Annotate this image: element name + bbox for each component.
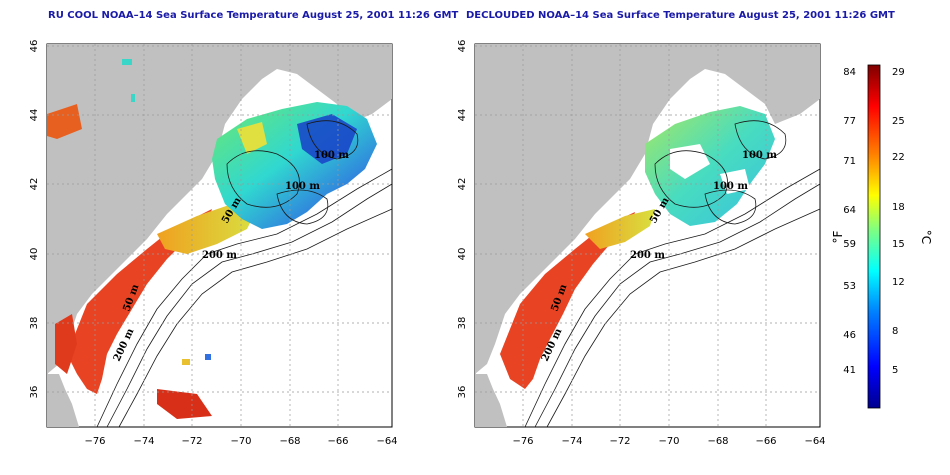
- lon-tick-label: −68: [707, 436, 728, 447]
- fahrenheit-unit-label: °F: [831, 230, 845, 243]
- c-tick-label: 22: [892, 152, 905, 163]
- f-tick-label: 46: [843, 330, 856, 341]
- f-tick-label: 53: [843, 281, 856, 292]
- f-tick-label: 64: [843, 205, 856, 216]
- temperature-colorbar: 84 77 71 64 59 53 46 41 29 25 22 18 15 1…: [831, 64, 933, 409]
- left-bathymetry-contours: [96, 120, 393, 428]
- lat-tick-label: 40: [29, 248, 40, 261]
- lat-tick-label: 38: [29, 317, 40, 330]
- lat-tick-label: 44: [457, 109, 468, 122]
- lat-tick-label: 42: [29, 178, 40, 191]
- right-lat-axis: 46 44 42 40 38 36: [457, 40, 468, 399]
- lat-tick-label: 46: [457, 40, 468, 53]
- f-tick-label: 59: [843, 239, 856, 250]
- left-graticule: [47, 44, 392, 427]
- lon-tick-label: −70: [230, 436, 251, 447]
- lon-tick-label: −72: [609, 436, 630, 447]
- f-tick-label: 71: [843, 156, 856, 167]
- right-map-panel: 100 m 100 m 50 m 200 m 50 m 200 m −76 −7…: [457, 40, 826, 447]
- lon-tick-label: −76: [84, 436, 105, 447]
- lon-tick-label: −70: [658, 436, 679, 447]
- celsius-unit-label: °C: [919, 230, 933, 244]
- right-bathymetry-contours: [524, 120, 821, 428]
- left-map-panel: 100 m 100 m 50 m 200 m 50 m 200 m −76 −7…: [29, 40, 398, 447]
- c-tick-label: 15: [892, 239, 905, 250]
- f-tick-label: 41: [843, 365, 856, 376]
- left-depth-label: 200 m: [202, 250, 237, 261]
- c-tick-label: 25: [892, 116, 905, 127]
- left-depth-label: 100 m: [314, 150, 349, 161]
- lon-tick-label: −66: [327, 436, 348, 447]
- lon-tick-label: −76: [512, 436, 533, 447]
- colorbar-fahrenheit-ticks: 84 77 71 64 59 53 46 41: [843, 67, 856, 376]
- c-tick-label: 5: [892, 365, 898, 376]
- lon-tick-label: −66: [755, 436, 776, 447]
- lat-tick-label: 40: [457, 248, 468, 261]
- lon-tick-label: −64: [804, 436, 825, 447]
- lat-tick-label: 42: [457, 178, 468, 191]
- left-lat-axis: 46 44 42 40 38 36: [29, 40, 40, 399]
- lon-tick-label: −64: [376, 436, 397, 447]
- right-depth-label: 200 m: [630, 250, 665, 261]
- c-tick-label: 12: [892, 277, 905, 288]
- right-cool-water-region: [645, 106, 775, 226]
- f-tick-label: 77: [843, 116, 856, 127]
- lon-tick-label: −68: [279, 436, 300, 447]
- colorbar-celsius-ticks: 29 25 22 18 15 12 8 5: [892, 67, 905, 376]
- left-map-title: RU COOL NOAA–14 Sea Surface Temperature …: [48, 10, 459, 21]
- lon-tick-label: −74: [561, 436, 582, 447]
- c-tick-label: 18: [892, 202, 905, 213]
- lat-tick-label: 46: [29, 40, 40, 53]
- lat-tick-label: 44: [29, 109, 40, 122]
- left-warm-water-region: [67, 209, 212, 394]
- right-lon-axis: −76 −74 −72 −70 −68 −66 −64: [512, 436, 825, 447]
- right-depth-label: 100 m: [742, 150, 777, 161]
- left-lon-axis: −76 −74 −72 −70 −68 −66 −64: [84, 436, 397, 447]
- c-tick-label: 29: [892, 67, 905, 78]
- right-graticule: [475, 44, 820, 427]
- right-map-title: DECLOUDED NOAA–14 Sea Surface Temperatur…: [466, 10, 895, 21]
- lon-tick-label: −74: [133, 436, 154, 447]
- f-tick-label: 84: [843, 67, 856, 78]
- lat-tick-label: 36: [29, 386, 40, 399]
- left-depth-label: 100 m: [285, 181, 320, 192]
- c-tick-label: 8: [892, 326, 898, 337]
- right-depth-label: 100 m: [713, 181, 748, 192]
- right-warm-water-region: [500, 212, 635, 389]
- lat-tick-label: 38: [457, 317, 468, 330]
- lon-tick-label: −72: [181, 436, 202, 447]
- lat-tick-label: 36: [457, 386, 468, 399]
